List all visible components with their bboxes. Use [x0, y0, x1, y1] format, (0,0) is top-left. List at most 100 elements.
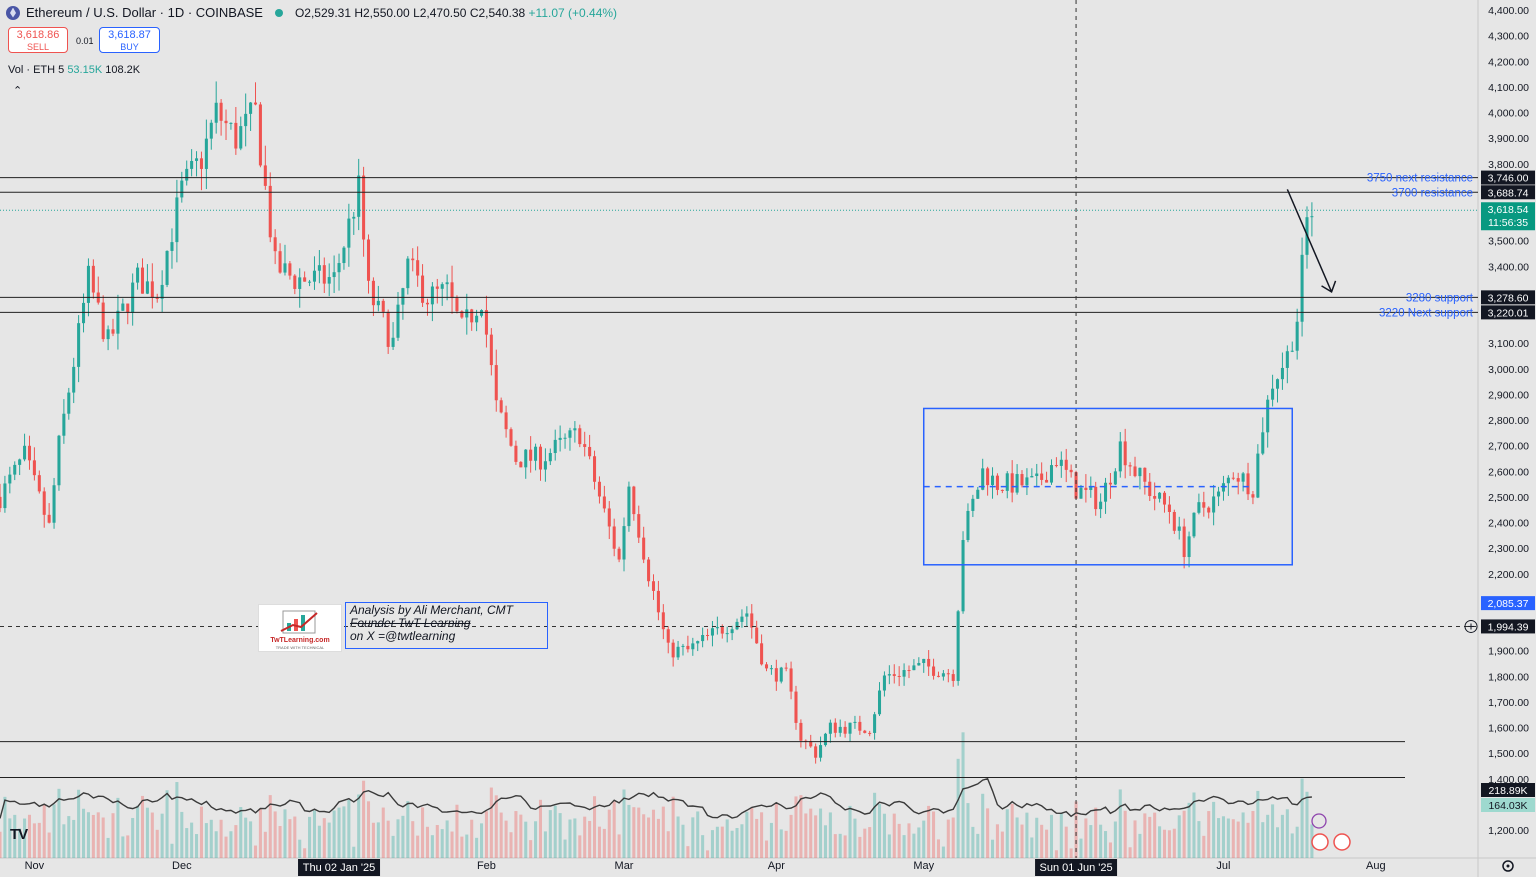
volume-bar: [27, 814, 32, 858]
volume-bar: [735, 828, 739, 858]
volume-bar: [784, 830, 788, 858]
candle-body: [956, 611, 960, 681]
candle-body: [145, 281, 149, 294]
price-tick-label: 4,400.00: [1488, 5, 1529, 17]
candle-body: [460, 311, 464, 318]
volume-bar: [917, 827, 921, 858]
candle-body: [91, 265, 95, 293]
tradingview-logo-icon[interactable]: TV: [10, 826, 28, 843]
drawings: 3750 next resistance 3700 resistance 3280 …: [0, 0, 1478, 858]
candle-body: [602, 496, 606, 509]
candle-body: [1172, 511, 1176, 531]
chevron-up-icon[interactable]: ⌃: [13, 85, 23, 97]
volume-bar: [637, 807, 641, 858]
volume-bar: [268, 795, 272, 858]
candle-body: [853, 721, 857, 723]
candle-body: [509, 429, 513, 446]
volume-bar: [440, 829, 444, 858]
volume-bar: [1162, 829, 1167, 858]
volume-bar: [67, 816, 71, 858]
price-tick-label: 3,800.00: [1488, 159, 1529, 171]
volume-bar: [1123, 810, 1127, 858]
price-tick-label: 2,200.00: [1488, 569, 1529, 581]
volume-bar: [745, 811, 749, 858]
volume-bar: [401, 815, 405, 858]
symbol-title[interactable]: Ethereum / U.S. Dollar · 1D · COINBASE: [26, 5, 263, 20]
volume-bar: [1064, 826, 1068, 858]
countdown-text: 11:56:35: [1488, 217, 1528, 229]
candle-body: [283, 263, 287, 273]
candle-body: [637, 514, 641, 538]
candle-body: [1108, 482, 1112, 485]
volume-bar: [57, 788, 61, 858]
volume-bar: [342, 806, 346, 858]
volume-bar: [180, 811, 184, 858]
volume-bar: [239, 807, 243, 858]
volume-bar: [1148, 816, 1152, 858]
candle-body: [57, 435, 61, 486]
volume-bar: [1266, 814, 1270, 858]
candle-body: [322, 265, 326, 284]
volume-bar: [1094, 807, 1098, 858]
candle-body: [784, 667, 788, 669]
candle-body: [504, 412, 508, 430]
candle-body: [52, 485, 56, 523]
sell-button[interactable]: 3,618.86 SELL: [8, 27, 68, 53]
candle-body: [1045, 479, 1049, 483]
candle-body: [902, 670, 906, 677]
candle-body: [27, 445, 32, 461]
last-price-text: 3,618.54: [1488, 204, 1529, 216]
candle-body: [976, 489, 980, 499]
candle-body: [1138, 467, 1142, 477]
volume-bar: [150, 812, 154, 858]
volume-bar: [661, 806, 665, 858]
volume-bar: [706, 850, 710, 858]
candle-body: [1015, 474, 1019, 493]
candle-body: [352, 216, 356, 219]
candle-body: [838, 726, 842, 733]
volume-bar: [1187, 802, 1191, 858]
volume-bar: [838, 833, 842, 858]
volume-bar: [1256, 790, 1260, 858]
volume-bar: [897, 823, 901, 858]
symbol-header: Ethereum / U.S. Dollar · 1D · COINBASE O…: [6, 5, 617, 20]
arrow-head: [1321, 280, 1337, 293]
buy-button[interactable]: 3,618.87 BUY: [99, 27, 160, 53]
volume-bar: [1040, 824, 1044, 858]
volume-bar: [479, 823, 484, 858]
candle-body: [253, 102, 258, 105]
volume-bar: [858, 836, 862, 858]
candle-body: [430, 286, 434, 305]
volume-bar: [62, 824, 66, 858]
candle-body: [229, 122, 233, 124]
volume-bar: [376, 822, 380, 858]
volume-bar: [922, 820, 926, 858]
candle-body: [239, 126, 243, 149]
candle-body: [1158, 492, 1162, 499]
volume-bar: [32, 823, 36, 858]
volume-legend[interactable]: Vol · ETH 5 53.15K 108.2K: [8, 64, 140, 76]
candle-body: [150, 281, 154, 298]
volume-bar: [1275, 827, 1280, 858]
candle-body: [819, 745, 823, 758]
candle-body: [293, 275, 297, 289]
volume-bar: [1020, 824, 1024, 858]
sell-price: 3,618.86: [16, 29, 60, 41]
candle-body: [1187, 536, 1191, 558]
candle-body: [244, 113, 248, 127]
candle-body: [991, 475, 995, 486]
price-tag-bg: [1481, 290, 1535, 305]
candle-body: [656, 590, 660, 613]
volume-bar: [1015, 817, 1019, 858]
last-price-tag-bg: [1481, 202, 1535, 231]
candle-body: [332, 272, 336, 278]
highlighted-date-text: Thu 02 Jan '25: [303, 862, 375, 874]
volume-bar: [224, 836, 228, 858]
candle-body: [288, 263, 292, 276]
candle-body: [1069, 469, 1073, 473]
volume-bar: [1172, 828, 1176, 858]
candle-body: [470, 309, 474, 323]
candle-body: [873, 714, 877, 733]
analysis-note[interactable]: Analysis by Ali Merchant, CMT Founder Tw…: [345, 602, 548, 649]
